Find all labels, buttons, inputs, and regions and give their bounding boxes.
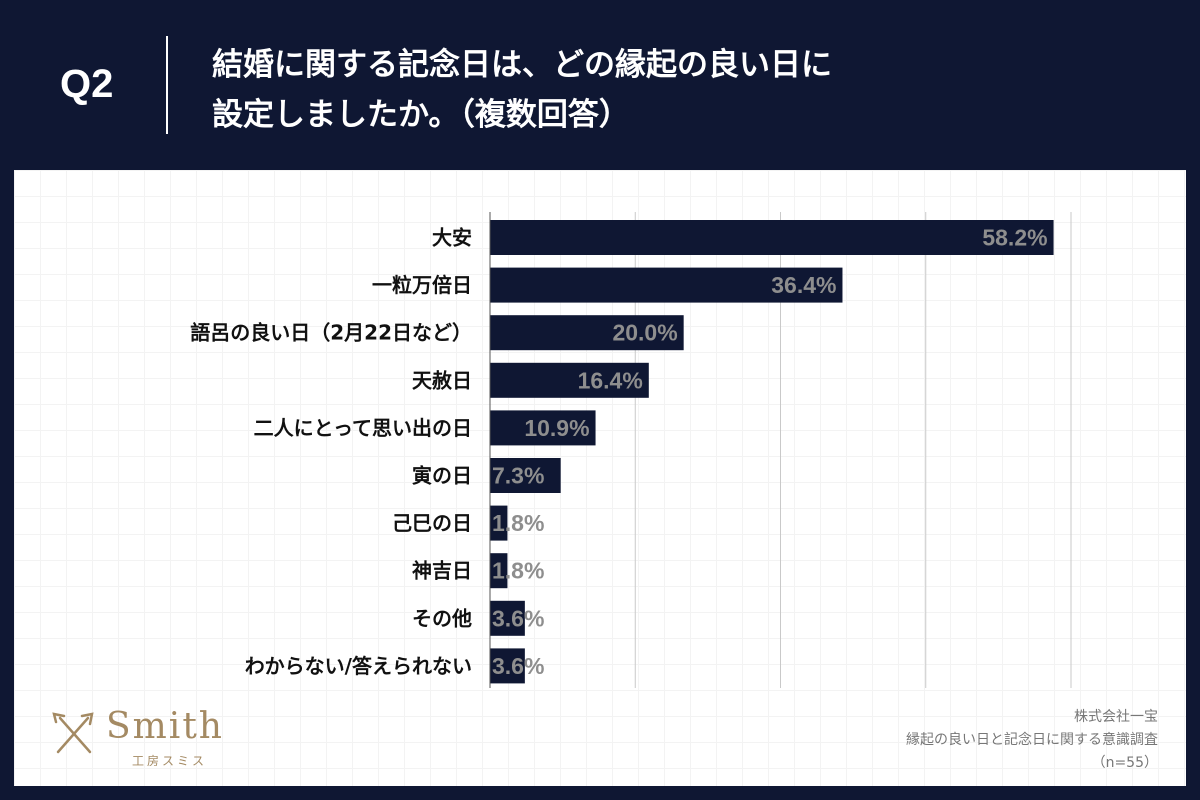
bar-7 (490, 505, 508, 541)
category-label-5: 二人にとって思い出の日 (254, 416, 472, 440)
value-label-3: 20.0% (612, 320, 677, 346)
source-survey: 縁起の良い日と記念日に関する意識調査 (906, 732, 1158, 748)
bar-1 (490, 220, 1054, 255)
crossed-tools-icon (52, 712, 94, 754)
bar-6 (490, 458, 561, 493)
bar-3 (490, 315, 684, 351)
value-label-7: 1.8% (492, 510, 544, 536)
question-title: 結婚に関する記念日は、どの縁起の良い日に 設定しましたか。（複数回答） (212, 40, 1152, 140)
chart-panel: 大安一粒万倍日語呂の良い日（2月22日など） 天赦日二人にとって思い出の日寅の日己… (14, 170, 1186, 786)
bar-9 (490, 600, 525, 636)
category-label-1: 大安 (432, 226, 472, 250)
bar-8 (490, 553, 508, 589)
category-label-7: 己巳の日 (392, 511, 472, 535)
category-label-3: 語呂の良い日（2月22日など） (190, 321, 472, 345)
value-label-5: 10.9% (524, 415, 589, 441)
value-label-9: 3.6% (492, 605, 544, 631)
question-number: Q2 (60, 62, 114, 106)
bar-10 (490, 648, 525, 684)
bar-4 (490, 362, 649, 398)
chart-bars (490, 220, 1054, 684)
category-label-6: 寅の日 (412, 464, 472, 488)
value-label-8: 1.8% (492, 558, 544, 584)
question-title-line1: 結婚に関する記念日は、どの縁起の良い日に (212, 47, 832, 83)
category-label-8: 神吉日 (412, 559, 472, 583)
value-label-1: 58.2% (982, 225, 1047, 251)
logo-subtitle: 工房スミス (132, 754, 208, 768)
value-label-6: 7.3% (492, 463, 544, 489)
source-company: 株式会社一宝 (1074, 709, 1158, 725)
category-label-9: その他 (412, 606, 472, 630)
header: Q2 結婚に関する記念日は、どの縁起の良い日に 設定しましたか。（複数回答） (0, 0, 1200, 170)
question-title-line2: 設定しましたか。（複数回答） (212, 97, 630, 133)
value-label-4: 16.4% (578, 367, 643, 393)
chart-value-labels: 58.2% 36.4% 20.0% 16.4% 10.9% 7.3% 1.8% 1.8% 3.6… (492, 225, 1048, 679)
bar-2 (490, 267, 843, 303)
bar-5 (490, 410, 596, 446)
category-label-4: 天赦日 (412, 368, 472, 392)
title-divider (166, 36, 168, 134)
value-label-10: 3.6% (492, 653, 544, 679)
logo-name: Smith (106, 706, 224, 747)
smith-logo: Smith 工房スミス (50, 706, 250, 776)
sample-size: （n=55） (1091, 755, 1158, 771)
value-label-2: 36.4% (771, 272, 836, 298)
category-label-10: わからない/答えられない (245, 654, 472, 678)
category-label-2: 一粒万倍日 (372, 273, 472, 297)
source-note: 株式会社一宝 縁起の良い日と記念日に関する意識調査 （n=55） (906, 706, 1158, 775)
